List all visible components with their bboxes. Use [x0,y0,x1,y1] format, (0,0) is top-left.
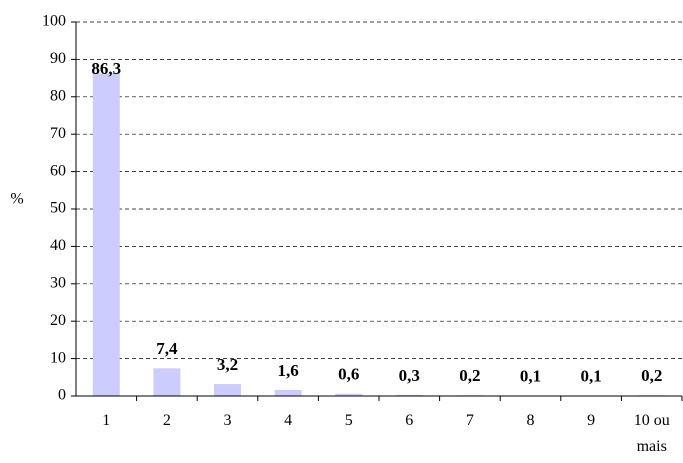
y-tick-label: 10 [50,349,66,366]
bar [153,368,181,396]
y-tick-label: 0 [58,387,66,404]
value-label: 86,3 [91,59,121,78]
value-label: 0,3 [399,366,420,385]
x-tick-label: 1 [102,412,111,429]
value-label: 0,1 [580,367,601,386]
value-label: 7,4 [156,339,178,358]
bar [395,394,423,396]
y-tick-label: 40 [50,237,66,254]
y-tick-label: 80 [50,87,66,104]
x-tick-label: 9 [587,412,596,429]
x-tick-label: 5 [344,412,353,429]
y-tick-label: 20 [50,312,66,329]
x-tick-label: 10 ou mais [633,412,670,455]
bar [92,73,120,396]
value-label: 0,2 [459,366,480,385]
y-tick-label: 60 [50,162,66,179]
value-label: 0,6 [338,365,359,384]
bar [335,393,363,396]
y-tick-label: 90 [50,50,66,67]
y-tick-label: 70 [50,125,66,142]
value-label: 0,1 [520,367,541,386]
x-tick-label: 8 [526,412,535,429]
y-tick-label: 50 [50,200,66,217]
bar [274,390,302,396]
bar [214,384,241,396]
x-tick-label: 3 [223,412,232,429]
y-tick-label: 100 [42,13,66,30]
y-axis-label: % [10,191,23,208]
x-tick-label: 6 [405,412,414,429]
x-tick-label: 2 [162,412,171,429]
x-tick-label: 4 [284,412,293,429]
x-tick-label: 7 [465,412,474,429]
value-label: 3,2 [217,355,238,374]
value-label: 1,6 [277,361,298,380]
value-label: 0,2 [641,366,662,385]
y-tick-label: 30 [50,274,66,291]
